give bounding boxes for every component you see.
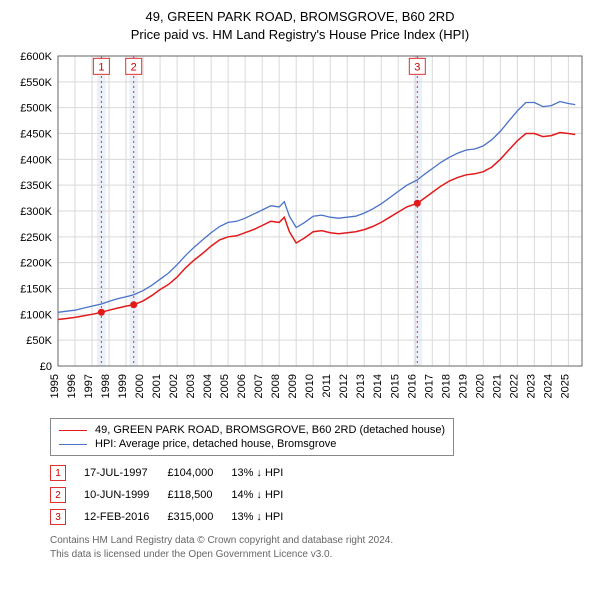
marker-number: 1 bbox=[50, 465, 66, 481]
svg-text:2012: 2012 bbox=[338, 374, 350, 398]
legend-label: HPI: Average price, detached house, Brom… bbox=[95, 438, 336, 450]
svg-text:£500K: £500K bbox=[20, 103, 52, 115]
svg-text:2022: 2022 bbox=[508, 374, 520, 398]
marker-diff: 14% ↓ HPI bbox=[231, 484, 301, 506]
svg-text:2001: 2001 bbox=[151, 374, 163, 398]
svg-text:1996: 1996 bbox=[66, 374, 78, 398]
svg-text:£350K: £350K bbox=[20, 181, 52, 193]
legend-swatch bbox=[59, 430, 87, 431]
marker-row: 3 12-FEB-2016£315,00013% ↓ HPI bbox=[50, 506, 301, 528]
svg-text:£250K: £250K bbox=[20, 232, 52, 244]
marker-price: £104,000 bbox=[167, 462, 231, 484]
svg-text:2018: 2018 bbox=[440, 374, 452, 398]
svg-text:1997: 1997 bbox=[83, 374, 95, 398]
svg-text:2025: 2025 bbox=[559, 374, 571, 398]
svg-text:2003: 2003 bbox=[185, 374, 197, 398]
marker-row: 2 10-JUN-1999£118,50014% ↓ HPI bbox=[50, 484, 301, 506]
title-line-2: Price paid vs. HM Land Registry's House … bbox=[131, 27, 469, 42]
svg-text:3: 3 bbox=[414, 62, 420, 74]
svg-text:2002: 2002 bbox=[168, 374, 180, 398]
svg-text:2004: 2004 bbox=[202, 374, 214, 398]
legend: 49, GREEN PARK ROAD, BROMSGROVE, B60 2RD… bbox=[50, 418, 454, 456]
svg-text:2014: 2014 bbox=[372, 374, 384, 398]
footnote: Contains HM Land Registry data © Crown c… bbox=[50, 534, 590, 561]
svg-text:2009: 2009 bbox=[287, 374, 299, 398]
legend-item: 49, GREEN PARK ROAD, BROMSGROVE, B60 2RD… bbox=[59, 423, 445, 437]
marker-diff: 13% ↓ HPI bbox=[231, 506, 301, 528]
svg-text:£50K: £50K bbox=[26, 336, 52, 348]
svg-text:£150K: £150K bbox=[20, 284, 52, 296]
svg-text:2024: 2024 bbox=[542, 374, 554, 398]
svg-text:£200K: £200K bbox=[20, 258, 52, 270]
svg-text:£400K: £400K bbox=[20, 155, 52, 167]
svg-text:2005: 2005 bbox=[219, 374, 231, 398]
svg-text:2006: 2006 bbox=[236, 374, 248, 398]
marker-row: 1 17-JUL-1997£104,00013% ↓ HPI bbox=[50, 462, 301, 484]
marker-number: 2 bbox=[50, 487, 66, 503]
marker-price: £315,000 bbox=[167, 506, 231, 528]
legend-item: HPI: Average price, detached house, Brom… bbox=[59, 437, 445, 451]
svg-text:1: 1 bbox=[98, 62, 104, 74]
marker-date: 12-FEB-2016 bbox=[84, 506, 167, 528]
svg-text:1995: 1995 bbox=[49, 374, 61, 398]
svg-text:2013: 2013 bbox=[355, 374, 367, 398]
svg-text:1998: 1998 bbox=[100, 374, 112, 398]
svg-text:2000: 2000 bbox=[134, 374, 146, 398]
svg-text:2017: 2017 bbox=[423, 374, 435, 398]
svg-text:2007: 2007 bbox=[253, 374, 265, 398]
svg-text:£300K: £300K bbox=[20, 206, 52, 218]
legend-swatch bbox=[59, 444, 87, 445]
svg-text:2015: 2015 bbox=[389, 374, 401, 398]
marker-diff: 13% ↓ HPI bbox=[231, 462, 301, 484]
svg-text:£100K: £100K bbox=[20, 310, 52, 322]
svg-text:2: 2 bbox=[131, 62, 137, 74]
svg-text:2019: 2019 bbox=[457, 374, 469, 398]
price-chart: £0 £50K £100K £150K £200K £250K £300K £350K £400… bbox=[10, 50, 590, 410]
svg-text:2016: 2016 bbox=[406, 374, 418, 398]
svg-text:2021: 2021 bbox=[491, 374, 503, 398]
marker-table: 1 17-JUL-1997£104,00013% ↓ HPI 2 10-JUN-199… bbox=[50, 462, 301, 528]
footnote-line-2: This data is licensed under the Open Gov… bbox=[50, 549, 332, 560]
svg-text:£450K: £450K bbox=[20, 129, 52, 141]
svg-text:£550K: £550K bbox=[20, 77, 52, 89]
svg-text:2023: 2023 bbox=[525, 374, 537, 398]
svg-text:2020: 2020 bbox=[474, 374, 486, 398]
legend-label: 49, GREEN PARK ROAD, BROMSGROVE, B60 2RD… bbox=[95, 424, 445, 436]
svg-text:2011: 2011 bbox=[321, 374, 333, 398]
title-line-1: 49, GREEN PARK ROAD, BROMSGROVE, B60 2RD bbox=[146, 9, 455, 24]
marker-date: 10-JUN-1999 bbox=[84, 484, 167, 506]
svg-text:£0: £0 bbox=[40, 361, 52, 373]
marker-number: 3 bbox=[50, 509, 66, 525]
svg-text:£600K: £600K bbox=[20, 51, 52, 63]
svg-text:2010: 2010 bbox=[304, 374, 316, 398]
svg-text:2008: 2008 bbox=[270, 374, 282, 398]
chart-title: 49, GREEN PARK ROAD, BROMSGROVE, B60 2RD… bbox=[10, 8, 590, 44]
marker-price: £118,500 bbox=[167, 484, 231, 506]
footnote-line-1: Contains HM Land Registry data © Crown c… bbox=[50, 535, 393, 546]
marker-date: 17-JUL-1997 bbox=[84, 462, 167, 484]
svg-text:1999: 1999 bbox=[117, 374, 129, 398]
